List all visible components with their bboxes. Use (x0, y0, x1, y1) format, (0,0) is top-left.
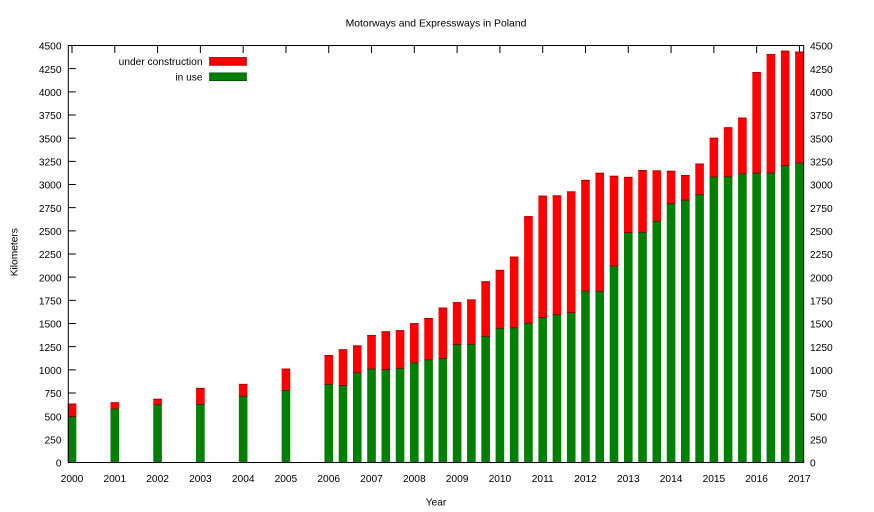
svg-text:2008: 2008 (403, 474, 426, 485)
svg-text:2012: 2012 (574, 474, 597, 485)
svg-text:4250: 4250 (810, 65, 833, 76)
svg-text:4000: 4000 (810, 88, 833, 99)
svg-text:2017: 2017 (788, 474, 811, 485)
svg-text:500: 500 (45, 412, 62, 423)
svg-text:250: 250 (45, 436, 62, 447)
svg-text:250: 250 (810, 436, 827, 447)
svg-text:Motorways and Expressways in P: Motorways and Expressways in Poland (346, 18, 527, 29)
svg-text:2500: 2500 (810, 227, 833, 238)
svg-text:2009: 2009 (446, 474, 469, 485)
svg-text:2014: 2014 (660, 474, 683, 485)
svg-text:2015: 2015 (703, 474, 726, 485)
svg-text:1250: 1250 (810, 343, 833, 354)
svg-text:1000: 1000 (810, 366, 833, 377)
svg-text:under construction: under construction (119, 57, 203, 68)
svg-text:2250: 2250 (39, 250, 62, 261)
svg-text:0: 0 (56, 459, 62, 470)
svg-text:2004: 2004 (232, 474, 255, 485)
svg-text:Year: Year (426, 497, 447, 508)
svg-text:3500: 3500 (810, 134, 833, 145)
svg-text:2000: 2000 (39, 273, 62, 284)
svg-text:3250: 3250 (39, 158, 62, 169)
svg-text:2006: 2006 (317, 474, 340, 485)
svg-text:3250: 3250 (810, 158, 833, 169)
svg-text:2750: 2750 (39, 204, 62, 215)
svg-text:1500: 1500 (39, 320, 62, 331)
svg-text:4000: 4000 (39, 88, 62, 99)
svg-text:2011: 2011 (532, 474, 554, 485)
svg-text:1750: 1750 (39, 297, 62, 308)
svg-text:1500: 1500 (810, 320, 833, 331)
svg-text:1750: 1750 (810, 297, 833, 308)
svg-text:2001: 2001 (103, 474, 126, 485)
svg-text:4500: 4500 (810, 42, 833, 53)
svg-text:1250: 1250 (39, 343, 62, 354)
svg-text:2750: 2750 (810, 204, 833, 215)
svg-text:4500: 4500 (39, 42, 62, 53)
svg-text:2002: 2002 (146, 474, 169, 485)
svg-text:2000: 2000 (810, 273, 833, 284)
svg-text:in use: in use (175, 73, 203, 84)
svg-text:2500: 2500 (39, 227, 62, 238)
svg-text:3750: 3750 (39, 111, 62, 122)
svg-text:3500: 3500 (39, 134, 62, 145)
svg-text:2003: 2003 (189, 474, 212, 485)
svg-text:750: 750 (810, 389, 827, 400)
svg-text:4250: 4250 (39, 65, 62, 76)
svg-text:0: 0 (810, 459, 816, 470)
svg-text:2000: 2000 (61, 474, 84, 485)
svg-text:2010: 2010 (489, 474, 512, 485)
svg-text:2005: 2005 (275, 474, 298, 485)
svg-text:1000: 1000 (39, 366, 62, 377)
svg-text:2007: 2007 (360, 474, 383, 485)
svg-text:3000: 3000 (810, 181, 833, 192)
svg-text:3750: 3750 (810, 111, 833, 122)
svg-text:500: 500 (810, 412, 827, 423)
svg-text:2013: 2013 (617, 474, 640, 485)
svg-text:750: 750 (45, 389, 62, 400)
svg-text:3000: 3000 (39, 181, 62, 192)
svg-text:Kilometers: Kilometers (10, 228, 21, 276)
svg-text:2250: 2250 (810, 250, 833, 261)
svg-text:2016: 2016 (745, 474, 768, 485)
